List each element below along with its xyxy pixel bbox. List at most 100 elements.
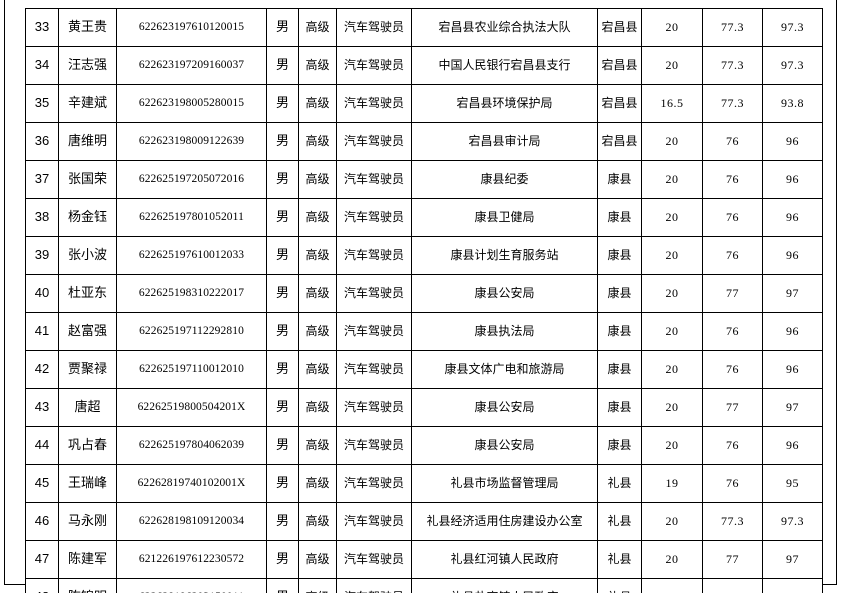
cell-level: 高级: [298, 160, 337, 199]
cell-sex: 男: [266, 502, 299, 541]
table-row: 44 巩占春 622625197804062039 男高级 汽车驾驶员 康县公安局 康县 20…: [25, 426, 823, 465]
cell-county: 康县: [597, 236, 642, 275]
cell-score-1: 19: [641, 464, 703, 503]
cell-level: 高级: [298, 312, 337, 351]
cell-id-number: 62262519800504201X: [116, 388, 267, 427]
cell-score-3: 95: [762, 464, 823, 503]
cell-unit: 康县计划生育服务站: [411, 236, 598, 275]
cell-score-1: 20: [641, 198, 703, 237]
cell-score-1: 20: [641, 502, 703, 541]
table-row: 36 唐维明 622623198009122639 男高级 汽车驾驶员 宕昌县审计局 宕昌县…: [25, 122, 823, 161]
cell-score-3: 97: [762, 578, 823, 593]
cell-id-number: 622625197110012010: [116, 350, 267, 389]
cell-score-1: 20: [641, 122, 703, 161]
cell-score-3: 96: [762, 426, 823, 465]
cell-occupation: 汽车驾驶员: [336, 274, 412, 313]
cell-sex: 男: [266, 426, 299, 465]
cell-county: 康县: [597, 388, 642, 427]
cell-unit: 礼县盐官镇人民政府: [411, 578, 598, 593]
cell-level: 高级: [298, 198, 337, 237]
cell-county: 宕昌县: [597, 8, 642, 47]
cell-id-number: 622625197610012033: [116, 236, 267, 275]
cell-score-1: 20: [641, 350, 703, 389]
cell-name: 唐超: [58, 388, 117, 427]
table-row: 45 王瑞峰 62262819740102001X 男高级 汽车驾驶员 礼县市场监督管理局…: [25, 464, 823, 503]
cell-seq: 36: [25, 122, 59, 161]
cell-unit: 康县公安局: [411, 274, 598, 313]
cell-seq: 39: [25, 236, 59, 275]
table-row: 48陈锦明622628196203150011男高级汽车驾驶员礼县盐官镇人民政府…: [25, 578, 823, 593]
cell-unit: 康县文体广电和旅游局: [411, 350, 598, 389]
cell-county: 宕昌县: [597, 122, 642, 161]
cell-sex: 男: [266, 122, 299, 161]
cell-level: 高级: [298, 502, 337, 541]
table-row: 40 杜亚东 622625198310222017 男高级 汽车驾驶员 康县公安局 康县 20…: [25, 274, 823, 313]
cell-seq: 47: [25, 540, 59, 579]
cell-name: 马永刚: [58, 502, 117, 541]
cell-occupation: 汽车驾驶员: [336, 312, 412, 351]
cell-name: 陈锦明: [58, 578, 117, 593]
roster-table: 33 黄王贵 622623197610120015 男高级 汽车驾驶员 宕昌县农业综合执法…: [25, 8, 823, 593]
cell-score-1: 20: [641, 46, 703, 85]
cell-sex: 男: [266, 578, 299, 593]
table-row: 33 黄王贵 622623197610120015 男高级 汽车驾驶员 宕昌县农业综合执法…: [25, 8, 823, 47]
table-row: 39 张小波 622625197610012033 男高级 汽车驾驶员 康县计划生育服务站…: [25, 236, 823, 275]
table-row: 47 陈建军 621226197612230572 男高级 汽车驾驶员 礼县红河镇人民政府…: [25, 540, 823, 579]
cell-unit: 康县执法局: [411, 312, 598, 351]
cell-unit: 宕昌县环境保护局: [411, 84, 598, 123]
cell-name: 巩占春: [58, 426, 117, 465]
cell-seq: 45: [25, 464, 59, 503]
cell-score-2: 76: [702, 312, 763, 351]
cell-score-3: 97: [762, 274, 823, 313]
table-row: 38 杨金钰 622625197801052011 男高级 汽车驾驶员 康县卫健局 康县 20…: [25, 198, 823, 237]
cell-name: 汪志强: [58, 46, 117, 85]
cell-score-3: 97.3: [762, 46, 823, 85]
cell-id-number: 622625197804062039: [116, 426, 267, 465]
cell-level: 高级: [298, 8, 337, 47]
cell-county: 康县: [597, 312, 642, 351]
cell-score-2: 77.3: [702, 8, 763, 47]
cell-sex: 男: [266, 160, 299, 199]
cell-occupation: 汽车驾驶员: [336, 502, 412, 541]
cell-county: 礼县: [597, 502, 642, 541]
cell-id-number: 622623198005280015: [116, 84, 267, 123]
cell-score-2: 76: [702, 198, 763, 237]
cell-score-3: 96: [762, 160, 823, 199]
cell-score-2: 77: [702, 274, 763, 313]
cell-unit: 康县公安局: [411, 426, 598, 465]
cell-score-1: 20: [641, 312, 703, 351]
cell-name: 陈建军: [58, 540, 117, 579]
cell-score-3: 96: [762, 122, 823, 161]
cell-unit: 中国人民银行宕昌县支行: [411, 46, 598, 85]
cell-sex: 男: [266, 388, 299, 427]
cell-score-3: 96: [762, 312, 823, 351]
cell-level: 高级: [298, 578, 337, 593]
cell-level: 高级: [298, 46, 337, 85]
cell-unit: 康县纪委: [411, 160, 598, 199]
cell-level: 高级: [298, 274, 337, 313]
cell-occupation: 汽车驾驶员: [336, 388, 412, 427]
table-row: 46 马永刚 622628198109120034 男高级 汽车驾驶员 礼县经济适用住房建…: [25, 502, 823, 541]
table-row: 35 辛建斌 622623198005280015 男高级 汽车驾驶员 宕昌县环境保护局宕…: [25, 84, 823, 123]
cell-seq: 37: [25, 160, 59, 199]
cell-occupation: 汽车驾驶员: [336, 578, 412, 593]
cell-id-number: 621226197612230572: [116, 540, 267, 579]
table-row: 34 汪志强 622623197209160037 男高级 汽车驾驶员 中国人民银行宕昌县…: [25, 46, 823, 85]
cell-score-1: 20: [641, 388, 703, 427]
cell-score-2: 76: [702, 160, 763, 199]
cell-score-3: 97: [762, 388, 823, 427]
cell-name: 张国荣: [58, 160, 117, 199]
cell-name: 黄王贵: [58, 8, 117, 47]
cell-occupation: 汽车驾驶员: [336, 46, 412, 85]
cell-seq: 33: [25, 8, 59, 47]
cell-occupation: 汽车驾驶员: [336, 350, 412, 389]
cell-id-number: 622628196203150011: [116, 578, 267, 593]
cell-score-2: 77: [702, 540, 763, 579]
table-row: 41 赵富强 622625197112292810 男高级 汽车驾驶员 康县执法局 康县 20…: [25, 312, 823, 351]
cell-sex: 男: [266, 198, 299, 237]
cell-score-3: 96: [762, 198, 823, 237]
cell-score-1: 16.5: [641, 84, 703, 123]
cell-score-1: 20: [641, 578, 703, 593]
cell-sex: 男: [266, 8, 299, 47]
